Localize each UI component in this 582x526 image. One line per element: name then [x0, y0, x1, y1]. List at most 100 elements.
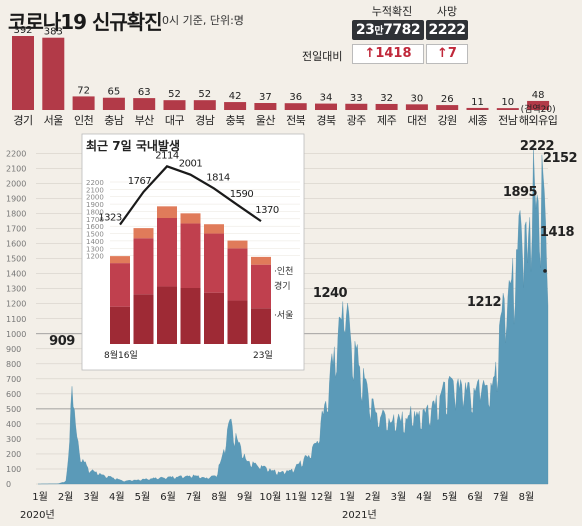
x-tick-label: 11월: [285, 491, 307, 503]
daily-cases-area: [38, 147, 549, 485]
region-bar-label: 대전: [407, 114, 426, 127]
cumulative-value-a: 23: [355, 22, 375, 38]
region-bar-value: 48: [532, 90, 545, 101]
x-tick-label: 4월: [416, 491, 432, 503]
inset-bar-seoul: [157, 286, 177, 344]
region-bar: [315, 103, 337, 110]
y-tick-label: 1600: [6, 240, 26, 249]
y-tick-label: 1900: [6, 195, 26, 204]
inset-bar-incheon: [133, 228, 154, 239]
region-bar: [527, 100, 550, 110]
x-tick-label: 8월: [211, 491, 227, 503]
inset-x-label: 23일: [253, 350, 273, 361]
region-bar: [254, 103, 277, 110]
inset-bar-gyeonggi: [204, 233, 224, 293]
inset-bar-incheon: [227, 240, 248, 249]
region-bar-value: 30: [411, 93, 424, 104]
region-bar-label: 강원: [438, 114, 457, 127]
inset-line-label: 1814: [206, 172, 230, 183]
region-bar-label: 충남: [104, 114, 124, 127]
diff-label: 전일대비: [302, 50, 343, 63]
y-tick-label: 500: [6, 405, 21, 414]
peak-annotation: 909: [49, 334, 75, 349]
y-tick-label: 1100: [6, 315, 26, 324]
cumulative-value-b: 7782: [383, 22, 421, 38]
y-tick-label: 2000: [6, 180, 26, 189]
inset-line-label: 1590: [230, 189, 254, 200]
diff-deaths: ↑7: [426, 44, 468, 64]
x-tick-label: 6월: [467, 491, 483, 503]
region-bar-value: 42: [229, 91, 242, 102]
inset-y-tick: 1900: [86, 201, 104, 209]
region-bar: [345, 103, 368, 110]
peak-annotation: 1212: [467, 295, 501, 310]
x-tick-label: 1월: [32, 491, 48, 503]
year-label: 2020년: [20, 509, 55, 521]
region-bar-value: 10: [501, 97, 514, 108]
region-bar-label: 제주: [377, 114, 397, 127]
x-tick-label: 5월: [442, 491, 458, 503]
inset-y-tick: 1200: [86, 253, 104, 261]
region-bar: [42, 37, 65, 111]
y-tick-label: 600: [6, 390, 21, 399]
peak-annotation: 1240: [313, 286, 348, 301]
region-bar-label: 경남: [195, 114, 215, 127]
y-tick-label: 700: [6, 375, 21, 384]
y-tick-label: 2200: [6, 150, 26, 159]
cumulative-label: 누적확진: [371, 5, 413, 18]
y-tick-label: 1700: [6, 225, 26, 234]
inset-bar-seoul: [227, 300, 248, 344]
inset-legend-gyeonggi: 경기: [274, 280, 291, 292]
x-tick-label: 8월: [519, 491, 535, 503]
inset-bar-gyeonggi: [227, 248, 248, 301]
inset-bar-gyeonggi: [110, 263, 130, 307]
cumulative-value: 23만7782: [352, 20, 424, 40]
region-bar-label: 대구: [165, 114, 185, 127]
page-subtitle: 0시 기준, 단위:명: [162, 14, 244, 27]
inset-bar-gyeonggi: [133, 238, 154, 295]
x-tick-label: 3월: [391, 491, 407, 503]
region-bar-value: 33: [350, 93, 363, 104]
region-bar-value: 52: [198, 89, 211, 100]
region-bar-value: 32: [380, 93, 393, 104]
region-bar: [102, 97, 125, 110]
inset-bar-gyeonggi: [157, 218, 177, 287]
region-bar: [436, 105, 459, 110]
x-tick-label: 6월: [160, 491, 176, 503]
region-bar: [496, 108, 519, 110]
region-bar-label: 울산: [256, 114, 276, 127]
x-tick-label: 1월: [339, 491, 355, 503]
inset-total-line: [119, 165, 262, 226]
inset-y-tick: 1300: [86, 245, 104, 253]
year-label: 2021년: [342, 509, 377, 521]
region-bar-label: 부산: [135, 114, 155, 127]
region-bar-value: 26: [441, 94, 454, 105]
inset-legend-incheon: ·인천: [274, 266, 293, 277]
inset-bar-gyeonggi: [180, 223, 201, 288]
region-bar-annotation: (검역20): [521, 103, 556, 115]
y-tick-label: 1200: [6, 300, 26, 309]
inset-y-tick: 2200: [86, 179, 104, 187]
region-bar: [284, 103, 307, 110]
y-tick-label: 2100: [6, 165, 26, 174]
region-bar-label: 전남: [498, 114, 518, 127]
x-tick-label: 7월: [493, 491, 509, 503]
inset-bar-seoul: [133, 294, 154, 344]
inset-legend-seoul: ·서울: [274, 310, 293, 321]
x-tick-label: 4월: [109, 491, 125, 503]
region-bar-label: 전북: [286, 114, 306, 127]
region-bar: [466, 107, 489, 110]
inset-y-tick: 1500: [86, 231, 104, 239]
region-bar-value: 37: [259, 92, 272, 103]
region-bar-value: 36: [289, 92, 302, 103]
page-title: 코로나19 신규확진: [8, 10, 163, 34]
x-tick-label: 9월: [237, 491, 253, 503]
x-tick-label: 5월: [135, 491, 151, 503]
last-point-marker: [543, 269, 547, 273]
region-bar-label: 서울: [44, 114, 64, 127]
inset-bar-seoul: [251, 308, 271, 344]
y-tick-label: 0: [6, 480, 11, 489]
region-bar-label: 경북: [316, 114, 336, 127]
inset-bar-gyeonggi: [251, 264, 271, 309]
